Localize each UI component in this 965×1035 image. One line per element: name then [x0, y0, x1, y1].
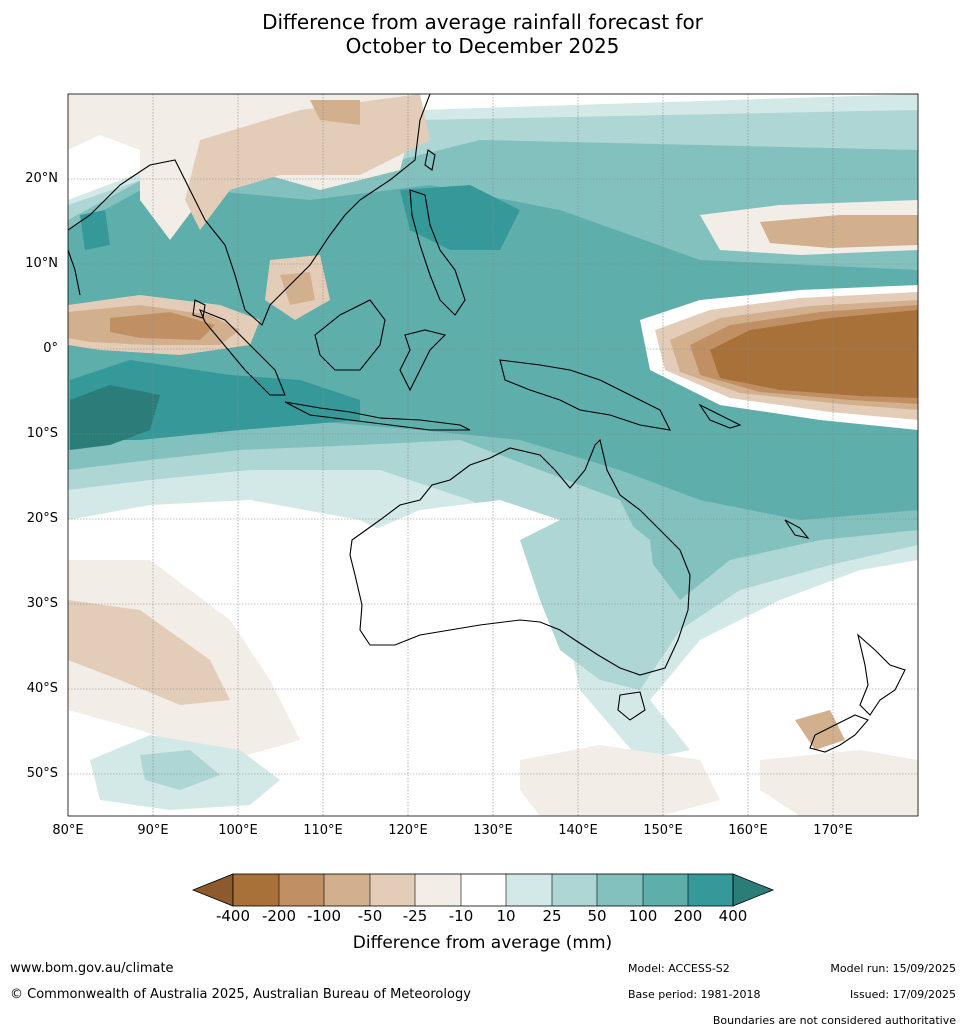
lat-label: 50°S: [26, 766, 58, 781]
model-run-date: Model run: 15/09/2025: [830, 962, 956, 975]
colorbar-extend-high: [732, 873, 775, 907]
lat-label: 20°N: [25, 171, 58, 186]
colorbar-tick-label: -10: [448, 907, 474, 925]
nz-north-island-outline: [857, 633, 906, 716]
lon-label: 140°E: [558, 823, 598, 838]
map-gridlines: [68, 94, 918, 816]
philippines-outline: [409, 189, 466, 316]
colorbar-tick-label: 400: [718, 907, 748, 925]
colorbar-swatch: [506, 874, 552, 906]
base-period: Base period: 1981-2018: [628, 988, 761, 1001]
lon-label: 90°E: [137, 823, 169, 838]
lon-label: 160°E: [728, 823, 768, 838]
colorbar-swatch: [643, 874, 688, 906]
borneo-outline: [314, 299, 386, 371]
map-title: Difference from average rainfall forecas…: [0, 10, 965, 58]
sulawesi-outline: [399, 329, 447, 392]
colorbar-swatch: [688, 874, 733, 906]
colorbar-swatch: [597, 874, 643, 906]
colorbar-tick-label: 25: [542, 907, 562, 925]
colorbar-tick-label: 200: [673, 907, 703, 925]
boundaries-disclaimer: Boundaries are not considered authoritat…: [712, 1014, 956, 1027]
tasmania-outline: [617, 691, 646, 721]
map-title-line2: October to December 2025: [345, 34, 620, 58]
colorbar-tick-label: 50: [587, 907, 607, 925]
lat-label: 30°S: [26, 596, 58, 611]
colorbar-swatch: [370, 874, 415, 906]
solomon-islands-outline: [698, 403, 742, 429]
sumatra-outline: [198, 309, 286, 396]
issued-date: Issued: 17/09/2025: [849, 988, 956, 1001]
lon-label: 100°E: [218, 823, 258, 838]
website-link[interactable]: www.bom.gov.au/climate: [10, 961, 174, 976]
lat-label: 20°S: [26, 511, 58, 526]
colorbar-tick-label: -25: [402, 907, 428, 925]
map-frame: [67, 93, 919, 817]
lon-label: 120°E: [388, 823, 428, 838]
copyright-text: © Commonwealth of Australia 2025, Austra…: [10, 987, 471, 1002]
colorbar-extend-low: [191, 873, 234, 907]
colorbar-swatch: [324, 874, 370, 906]
map-title-line1: Difference from average rainfall forecas…: [262, 10, 703, 34]
india-outline: [68, 249, 81, 296]
colorbar-tick-label: -50: [357, 907, 383, 925]
colorbar-swatch: [415, 874, 461, 906]
colorbar-title: Difference from average (mm): [352, 933, 613, 953]
lon-label: 80°E: [52, 823, 84, 838]
lat-label: 10°N: [25, 256, 58, 271]
lon-label: 170°E: [813, 823, 853, 838]
lon-label: 110°E: [303, 823, 343, 838]
colorbar-swatch: [552, 874, 597, 906]
colorbar-tick-label: 10: [496, 907, 516, 925]
colorbar-tick-label: -200: [261, 907, 297, 925]
lat-label: 40°S: [26, 681, 58, 696]
colorbar-swatch: [233, 874, 279, 906]
lon-label: 150°E: [643, 823, 683, 838]
australia-outline: [349, 438, 691, 676]
rainfall-anomaly-field: [68, 94, 918, 816]
taiwan-outline: [424, 149, 436, 171]
lat-label: 10°S: [26, 426, 58, 441]
colorbar-tick-label: 100: [628, 907, 658, 925]
new-caledonia-outline: [784, 519, 810, 539]
colorbar-swatch: [279, 874, 324, 906]
colorbar-tick-label: -400: [215, 907, 251, 925]
asia-mainland-outline: [68, 94, 431, 326]
sri-lanka-outline: [192, 299, 206, 319]
java-outline: [284, 401, 471, 431]
model-name: Model: ACCESS-S2: [628, 962, 730, 975]
colorbar-swatch: [461, 874, 506, 906]
nz-south-island-outline: [809, 714, 869, 753]
lon-label: 130°E: [473, 823, 513, 838]
colorbar: [191, 873, 775, 907]
lat-label: 0°: [43, 341, 58, 356]
coastlines: [68, 94, 906, 753]
new-guinea-outline: [499, 359, 671, 431]
colorbar-tick-label: -100: [306, 907, 342, 925]
